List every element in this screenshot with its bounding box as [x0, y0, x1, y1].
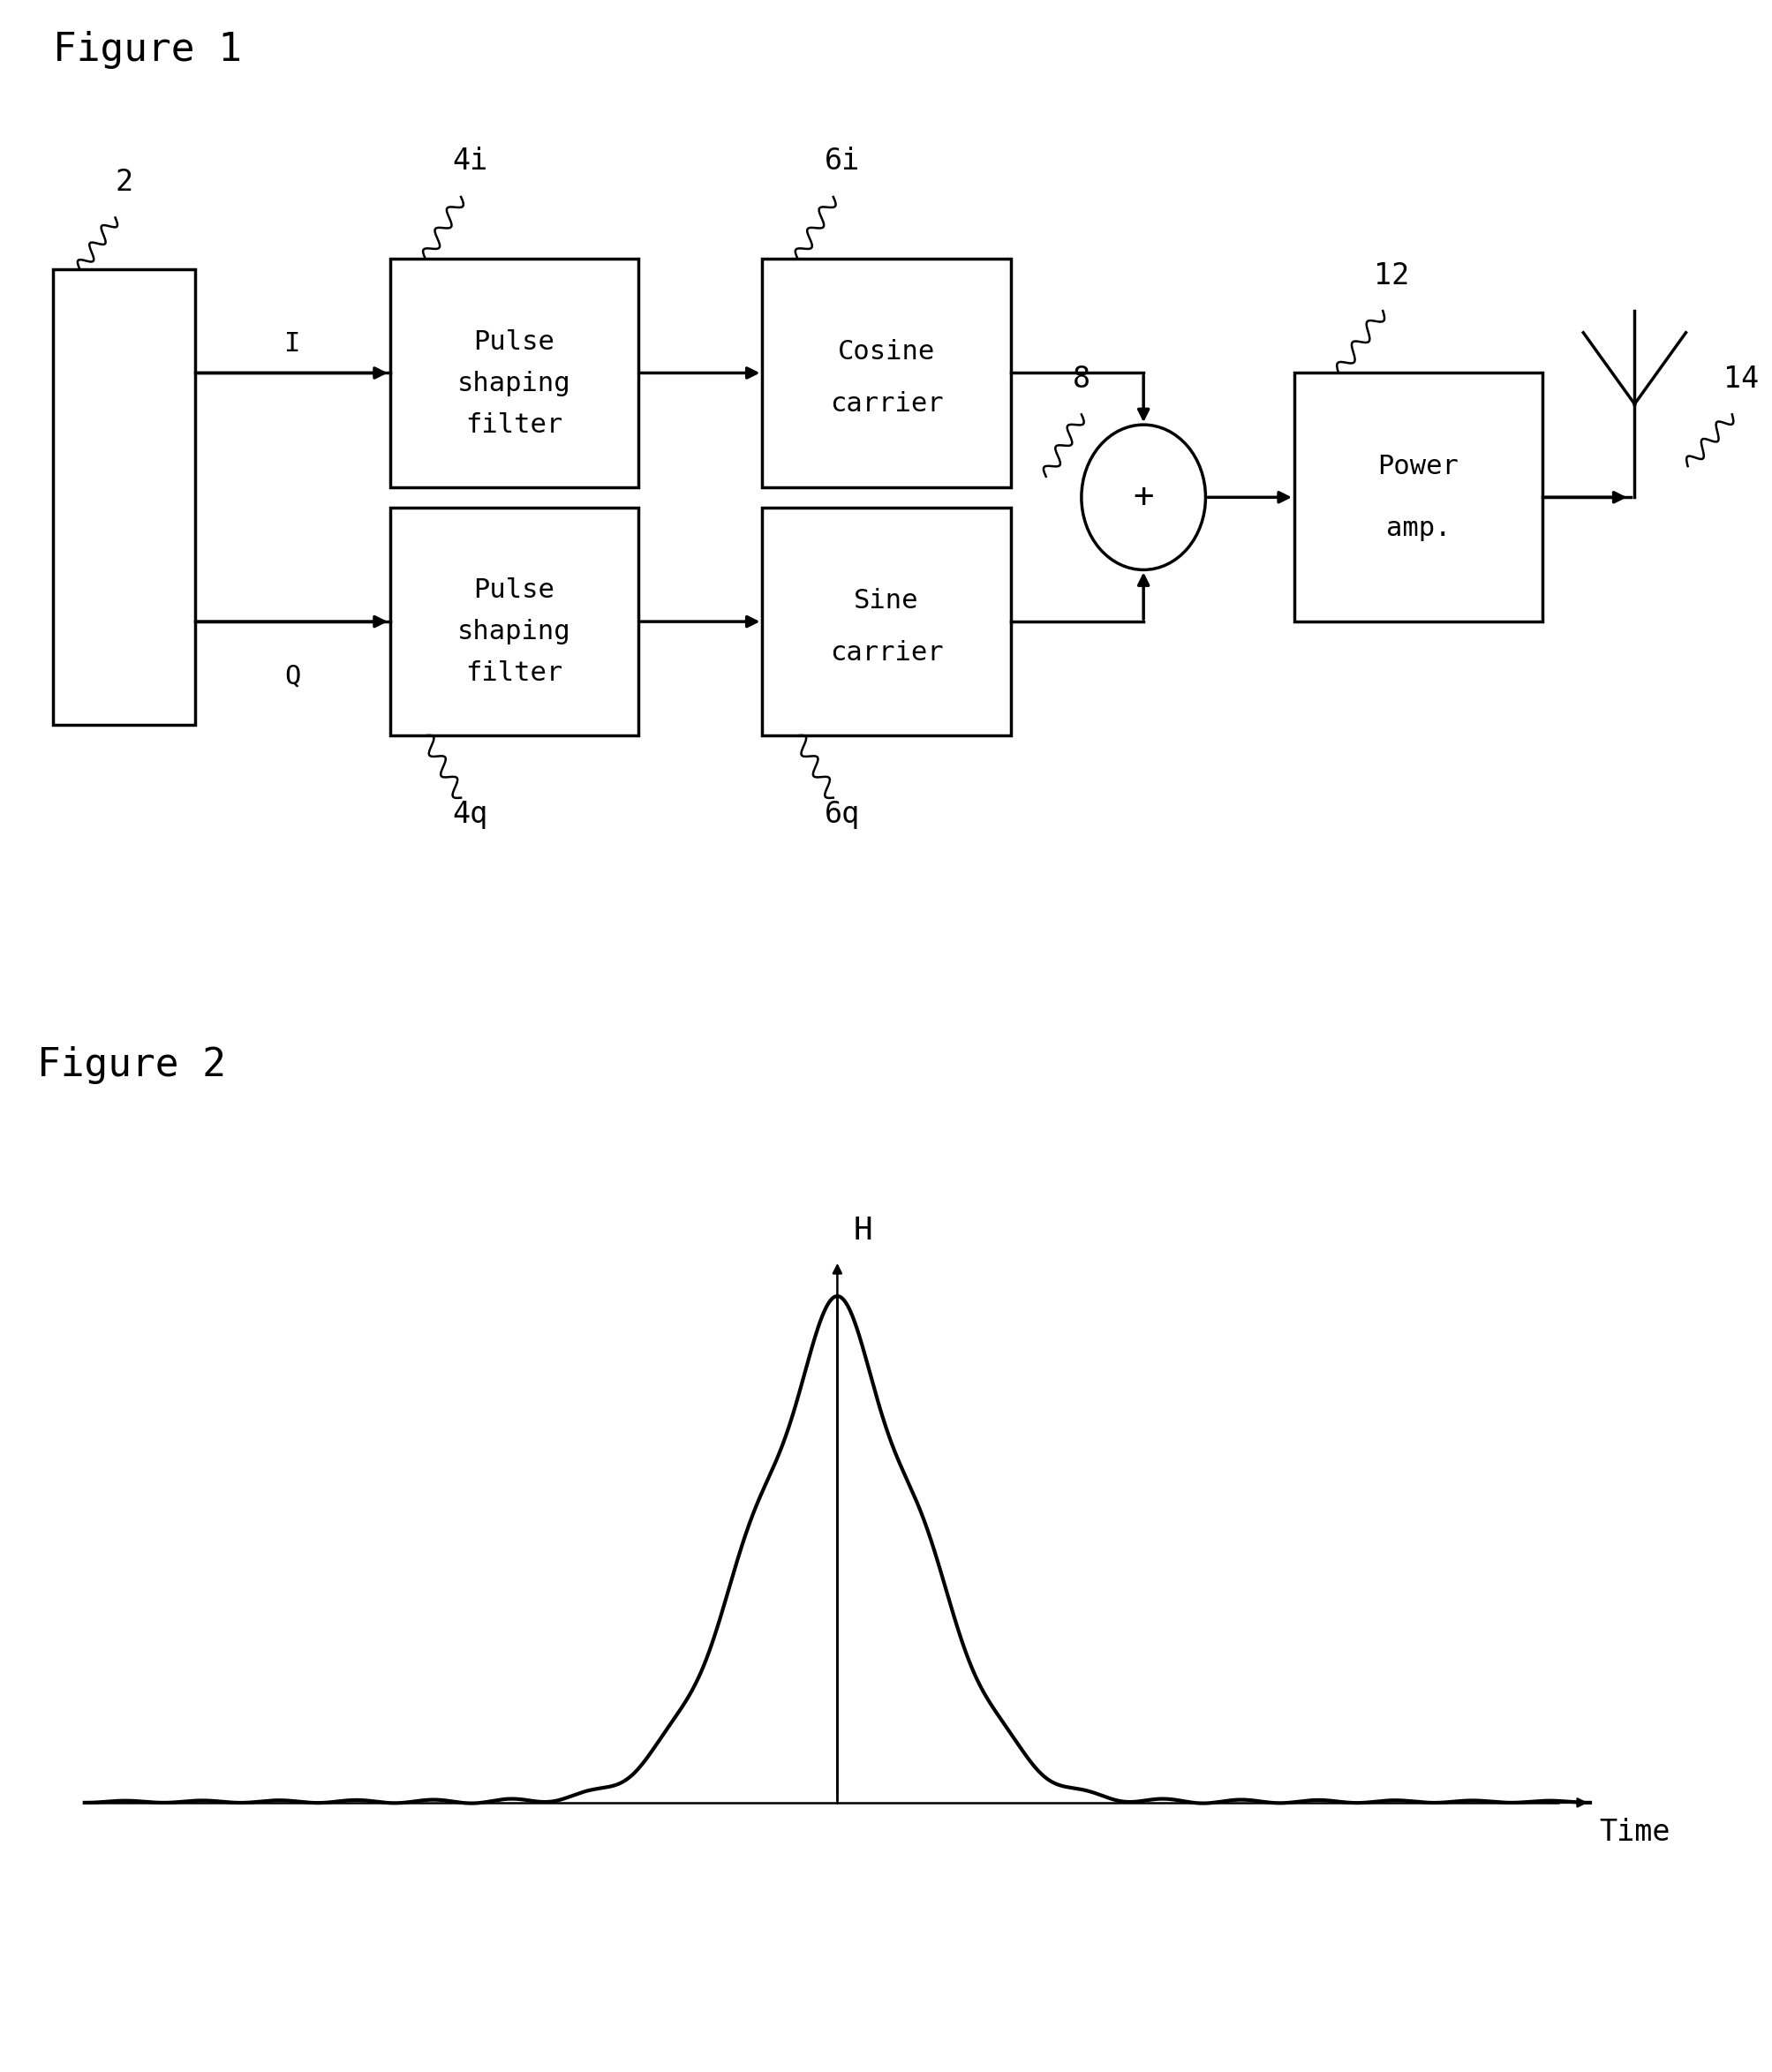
Text: shaping: shaping	[457, 620, 571, 644]
Text: Power: Power	[1377, 454, 1458, 479]
Text: Figure 2: Figure 2	[37, 1046, 225, 1084]
Text: +: +	[1132, 481, 1154, 514]
Text: shaping: shaping	[457, 371, 571, 396]
Text: 6q: 6q	[824, 800, 859, 829]
Bar	[762, 259, 1010, 487]
Text: carrier: carrier	[829, 392, 943, 416]
Text: Q: Q	[284, 663, 301, 688]
Text: Cosine: Cosine	[838, 340, 934, 365]
Text: Figure 1: Figure 1	[53, 31, 243, 68]
Bar	[1294, 373, 1542, 622]
Text: I: I	[284, 332, 301, 356]
Text: Pulse: Pulse	[473, 578, 555, 603]
Text: Sine: Sine	[854, 588, 918, 613]
Text: Pulse: Pulse	[473, 329, 555, 354]
Bar	[390, 508, 638, 736]
Bar	[390, 259, 638, 487]
Text: 4q: 4q	[452, 800, 487, 829]
Text: 12: 12	[1373, 261, 1409, 290]
Text: 4i: 4i	[452, 147, 487, 176]
Text: amp.: amp.	[1386, 516, 1449, 541]
Text: 14: 14	[1722, 365, 1758, 394]
Text: carrier: carrier	[829, 640, 943, 665]
Text: H: H	[852, 1216, 872, 1245]
Text: 6i: 6i	[824, 147, 859, 176]
Text: 8: 8	[1072, 365, 1090, 394]
Text: filter: filter	[466, 412, 562, 437]
Circle shape	[1081, 425, 1205, 570]
Bar	[53, 269, 195, 725]
Text: filter: filter	[466, 661, 562, 686]
Text: 2: 2	[115, 168, 133, 197]
Text: Time: Time	[1598, 1817, 1669, 1846]
Bar	[762, 508, 1010, 736]
